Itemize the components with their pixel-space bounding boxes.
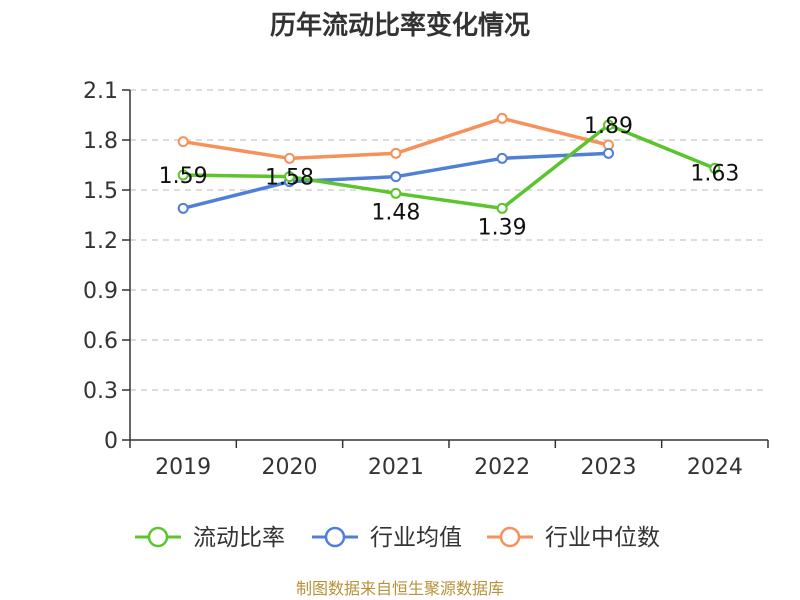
y-tick-label: 0.6 xyxy=(83,329,118,354)
data-point xyxy=(177,202,189,214)
data-label: 1.39 xyxy=(478,215,527,240)
y-tick-label: 2.1 xyxy=(83,79,118,104)
data-point xyxy=(709,162,721,174)
data-labels: 1.59 1.58 1.48 1.39 1.89 1.63 xyxy=(159,114,740,240)
data-label: 1.48 xyxy=(371,200,420,225)
data-point xyxy=(177,169,189,181)
y-tick-label: 0.3 xyxy=(83,379,118,404)
y-tick-label: 1.2 xyxy=(83,229,118,254)
x-tick-label: 2021 xyxy=(368,455,424,480)
chart-title: 历年流动比率变化情况 xyxy=(270,10,530,41)
legend: 流动比率 行业均值 行业中位数 xyxy=(135,525,660,551)
data-label: 1.63 xyxy=(690,161,739,186)
data-point xyxy=(496,152,508,164)
data-point xyxy=(496,112,508,124)
data-point xyxy=(390,187,402,199)
axes: 0 0.3 0.6 0.9 1.2 1.5 1.8 2.1 2019 2020 2021 2022 20… xyxy=(83,79,769,480)
legend-label: 流动比率 xyxy=(193,525,285,551)
data-label: 1.89 xyxy=(584,114,633,139)
x-tick-label: 2022 xyxy=(474,455,530,480)
legend-marker xyxy=(324,526,346,548)
data-point xyxy=(284,152,295,164)
data-point xyxy=(496,202,508,214)
x-tick-label: 2023 xyxy=(581,455,637,480)
x-tick-label: 2020 xyxy=(262,455,318,480)
y-tick-label: 1.8 xyxy=(83,129,118,154)
legend-label: 行业均值 xyxy=(370,525,462,551)
x-tick-label: 2024 xyxy=(687,455,743,480)
y-tick-label: 0.9 xyxy=(83,279,118,304)
series-line xyxy=(183,123,716,211)
grid-lines xyxy=(130,89,768,391)
legend-marker xyxy=(499,526,521,548)
y-tick-label: 0 xyxy=(104,429,118,454)
data-point xyxy=(177,136,189,148)
data-point xyxy=(603,147,614,159)
data-point xyxy=(390,171,402,183)
data-label: 1.58 xyxy=(265,166,314,191)
legend-label: 行业中位数 xyxy=(545,525,660,551)
source-note: 制图数据来自恒生聚源数据库 xyxy=(296,579,504,598)
x-tick-label: 2019 xyxy=(155,455,211,480)
series-lines xyxy=(177,112,721,214)
data-label: 1.59 xyxy=(159,164,208,189)
data-point xyxy=(390,147,402,159)
data-point xyxy=(603,119,614,131)
legend-marker xyxy=(147,526,169,548)
data-point xyxy=(284,171,295,183)
y-tick-label: 1.5 xyxy=(83,179,118,204)
